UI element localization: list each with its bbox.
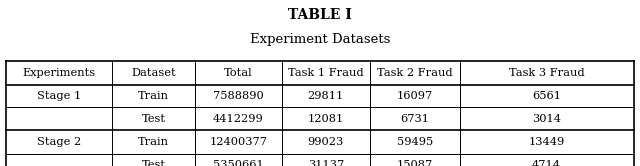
Text: Train: Train [138, 91, 169, 101]
Text: 59495: 59495 [397, 137, 433, 147]
Text: Stage 1: Stage 1 [37, 91, 81, 101]
Text: 31137: 31137 [308, 160, 344, 166]
Text: Experiments: Experiments [22, 68, 96, 78]
Text: Experiment Datasets: Experiment Datasets [250, 33, 390, 46]
Text: Train: Train [138, 137, 169, 147]
Text: Task 1 Fraud: Task 1 Fraud [288, 68, 364, 78]
Text: 3014: 3014 [532, 114, 561, 124]
Text: 6561: 6561 [532, 91, 561, 101]
Text: 7588890: 7588890 [213, 91, 264, 101]
Text: 99023: 99023 [308, 137, 344, 147]
Text: 4412299: 4412299 [213, 114, 264, 124]
Text: 13449: 13449 [529, 137, 564, 147]
Text: Dataset: Dataset [131, 68, 176, 78]
Text: Task 2 Fraud: Task 2 Fraud [377, 68, 452, 78]
Text: 15087: 15087 [397, 160, 433, 166]
Text: Task 3 Fraud: Task 3 Fraud [509, 68, 584, 78]
Text: 12081: 12081 [308, 114, 344, 124]
Text: 6731: 6731 [400, 114, 429, 124]
Text: Test: Test [141, 114, 166, 124]
Text: Test: Test [141, 160, 166, 166]
Text: 16097: 16097 [397, 91, 433, 101]
Text: Stage 2: Stage 2 [37, 137, 81, 147]
Text: TABLE I: TABLE I [288, 8, 352, 22]
Text: 4714: 4714 [532, 160, 561, 166]
Text: Total: Total [224, 68, 253, 78]
Text: 5350661: 5350661 [213, 160, 264, 166]
Text: 12400377: 12400377 [209, 137, 268, 147]
Text: 29811: 29811 [308, 91, 344, 101]
